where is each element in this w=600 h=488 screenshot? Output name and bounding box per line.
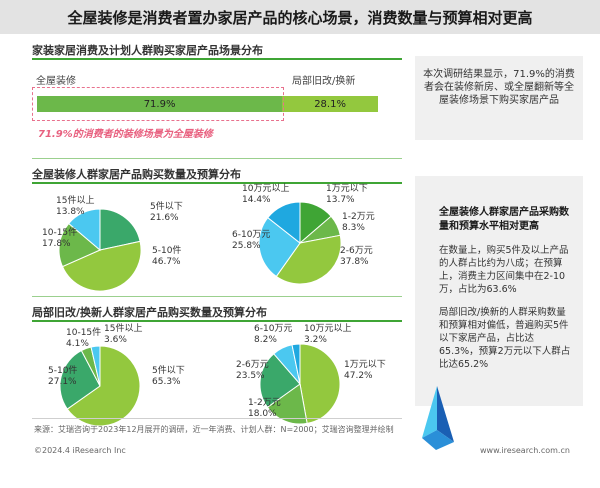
pie2-label-6to10w: 6-10万元 25.8%	[232, 230, 271, 251]
footer-website: www.iresearch.com.cn	[480, 446, 570, 455]
pie-slice-4-4	[291, 343, 301, 385]
side-summary-text: 本次调研结果显示，71.9%的消费者会在装修新房、或全屋翻新等全屋装修场景下购买…	[423, 69, 575, 106]
side-insight-p1: 在数量上，购买5件及以上产品的人群占比约为八成；在预算上，消费主力区间集中在2-…	[439, 245, 569, 295]
pie2-label-under1w: 1万元以下 13.7%	[326, 184, 368, 205]
pie2-label-10wplus: 10万元以上 14.4%	[242, 184, 290, 205]
bar-value-partial: 28.1%	[314, 98, 346, 110]
iresearch-logo	[422, 386, 454, 450]
section3-divider-top	[32, 296, 402, 297]
pie-slice-2-0	[299, 201, 332, 245]
pie2-label-2to6w: 2-6万元 37.8%	[340, 246, 373, 267]
section1-divider	[32, 58, 402, 60]
pie4-label-2to6w: 2-6万元 23.5%	[236, 360, 269, 381]
pie-slice-2-1	[298, 215, 341, 244]
section1-title: 家装家居消费及计划人群购买家居产品场景分布	[32, 44, 263, 57]
pie-slice-4-3	[273, 344, 301, 386]
pie-slice-3-2	[80, 346, 101, 387]
bar-label-full: 全屋装修	[36, 76, 76, 87]
footer-copyright: ©2024.4 iResearch Inc	[34, 446, 126, 455]
highlight-note: 71.9%的消费者的装修场景为全屋装修	[38, 129, 213, 140]
bar-full-renovation: 71.9%	[37, 96, 283, 112]
pie3-label-under5: 5件以下 65.3%	[152, 366, 185, 387]
section2-divider-top	[32, 158, 402, 159]
pie-slice-3-3	[90, 345, 101, 387]
pie-slice-4-0	[299, 343, 341, 424]
pie-slice-2-4	[267, 201, 301, 245]
page-title: 全屋装修是消费者置办家居产品的核心场景，消费数量与预算相对更高	[0, 0, 600, 34]
side-insight-title: 全屋装修人群家居产品采购数量和预算水平相对更高	[439, 207, 569, 232]
pie3-label-10to15: 10-15件 4.1%	[66, 328, 102, 349]
side-box-summary: 本次调研结果显示，71.9%的消费者会在装修新房、或全屋翻新等全屋装修场景下购买…	[415, 56, 583, 140]
section3-divider	[32, 320, 402, 322]
side-insight-p2: 局部旧改/换新的人群采购数量和预算相对偏低，普遍购买5件以下家居产品，占比达65…	[439, 307, 571, 370]
pie3-label-5to10: 5-10件 27.1%	[48, 366, 78, 387]
bar-partial-renovation: 28.1%	[282, 96, 378, 112]
section2-divider	[32, 182, 402, 184]
pie-slice-3-0	[66, 345, 141, 427]
pie1-label-under5: 5件以下 21.6%	[150, 202, 183, 223]
pie1-label-15plus: 15件以上 13.8%	[56, 196, 95, 217]
pie-full-budget	[258, 201, 342, 285]
pie2-label-1to2w: 1-2万元 8.3%	[342, 212, 375, 233]
section3-title: 局部旧改/换新人群家居产品购买数量及预算分布	[32, 306, 268, 319]
highlight-box	[32, 87, 284, 121]
pie1-label-5to10: 5-10件 46.7%	[152, 246, 182, 267]
footer-divider	[32, 418, 402, 419]
pie4-label-10wplus: 10万元以上 3.2%	[304, 324, 352, 345]
footer-source: 来源：艾瑞咨询于2023年12月展开的调研，近一年消费、计划人群：N=2000；…	[34, 425, 394, 434]
pie4-label-under1w: 1万元以下 47.2%	[344, 360, 386, 381]
pie-slice-1-0	[99, 208, 141, 251]
side-box-insights: 全屋装修人群家居产品采购数量和预算水平相对更高 在数量上，购买5件及以上产品的人…	[415, 176, 583, 406]
section2-title: 全屋装修人群家居产品购买数量及预算分布	[32, 168, 241, 181]
pie4-label-6to10w: 6-10万元 8.2%	[254, 324, 293, 345]
bar-label-partial: 局部旧改/换新	[292, 76, 356, 87]
pie-slice-2-2	[275, 234, 342, 285]
pie4-label-1to2w: 1-2万元 18.0%	[248, 398, 281, 419]
pie1-label-10to15: 10-15件 17.8%	[42, 228, 78, 249]
bar-value-full: 71.9%	[143, 98, 176, 110]
pie3-label-15plus: 15件以上 3.6%	[104, 324, 143, 345]
